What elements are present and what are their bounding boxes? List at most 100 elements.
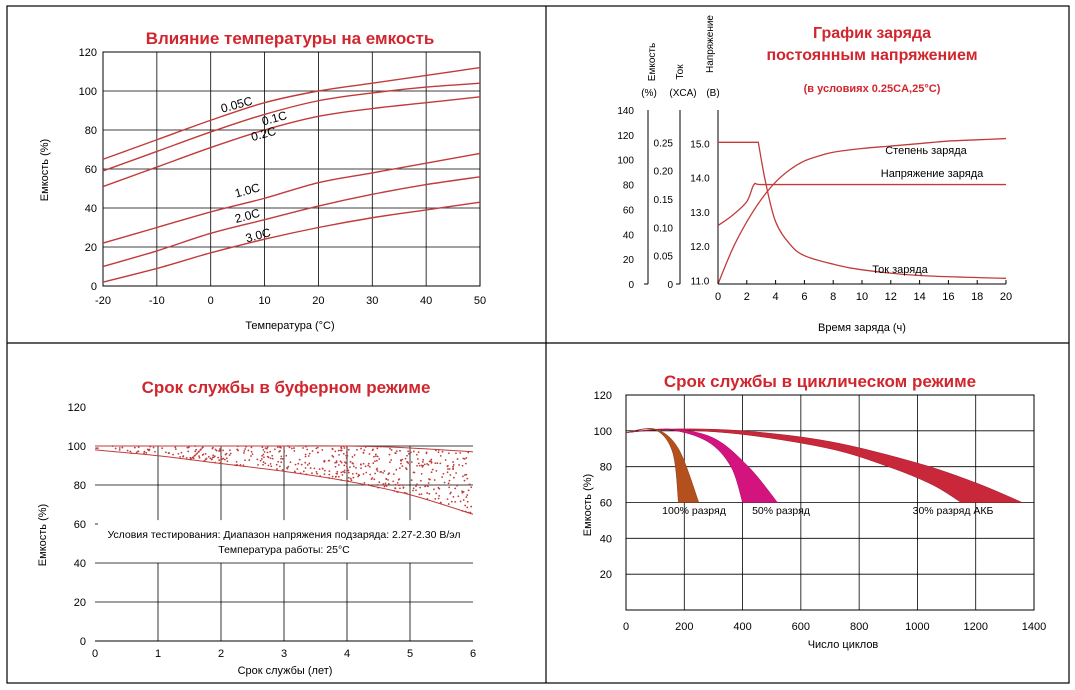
float-dot [179, 456, 181, 458]
cycle-y-tick-label: 20 [600, 569, 612, 581]
float-dot [337, 464, 340, 466]
float-dot [137, 446, 140, 449]
float-dot [383, 470, 386, 472]
float-note-line1: Условия тестирования: Диапазон напряжени… [107, 529, 460, 541]
float-dot [266, 455, 269, 458]
float-dot [377, 486, 379, 489]
float-dot [335, 461, 338, 464]
float-dot [420, 472, 423, 475]
float-dot [323, 459, 326, 462]
temp-y-tick-label: 120 [79, 47, 97, 59]
float-dot [211, 447, 214, 450]
temp-x-tick-label: -20 [95, 295, 111, 307]
cycle-x-tick-label: 600 [792, 621, 810, 633]
charge-x-tick-label: 16 [942, 291, 954, 303]
capacity-tick-label: 20 [623, 255, 635, 266]
float-x-tick-label: 4 [344, 648, 350, 660]
cycle-y-axis-label: Емкость (%) [582, 474, 594, 536]
float-x-tick-label: 2 [218, 648, 224, 660]
cycle-x-tick-label: 400 [733, 621, 751, 633]
voltage-axis-unit: (В) [706, 88, 719, 99]
float-dot [192, 457, 195, 460]
float-dot [351, 456, 354, 458]
float-dot [406, 454, 408, 457]
float-dot [407, 450, 410, 453]
float-dot [287, 445, 289, 447]
float-dot [222, 449, 224, 452]
float-dot [305, 473, 308, 476]
float-dot [364, 446, 367, 448]
float-y-tick-label: 100 [68, 441, 86, 453]
float-dot [428, 492, 431, 495]
cycle-band-50pct [625, 428, 779, 503]
float-dot [367, 483, 370, 486]
float-dot [251, 453, 254, 456]
float-dot [416, 464, 418, 467]
float-dot [335, 475, 337, 478]
cycle-band-30pct [625, 428, 1023, 503]
float-dot [143, 452, 145, 455]
float-dot [398, 467, 401, 470]
float-dot [133, 446, 136, 449]
float-dot [146, 448, 149, 451]
float-dot [293, 450, 296, 452]
float-dot [304, 467, 307, 469]
float-dot [177, 453, 180, 455]
float-dot [470, 486, 473, 489]
float-dot [352, 465, 355, 468]
temp-x-tick-label: 10 [258, 295, 270, 307]
float-dot [340, 449, 343, 452]
float-dot [405, 467, 407, 469]
float-dot [466, 500, 469, 503]
cycle-x-tick-label: 1200 [963, 621, 987, 633]
voltage-tick-label: 14.0 [690, 174, 710, 185]
float-dot [425, 451, 428, 454]
float-dot [412, 450, 415, 453]
float-dot [242, 464, 245, 467]
float-dot [388, 472, 390, 475]
float-dot [262, 453, 265, 456]
float-dot [408, 463, 411, 466]
float-dot [342, 445, 345, 448]
float-dot [376, 455, 379, 458]
float-dot [448, 479, 451, 482]
voltage-tick-label: 12.0 [690, 242, 710, 253]
float-dot [236, 448, 239, 451]
float-dot [405, 492, 408, 495]
float-dot [459, 500, 462, 503]
temperature-chart: Влияние температуры на емкость 0.05C 0.1C… [39, 29, 486, 332]
float-dot [319, 475, 322, 477]
float-dot [374, 453, 377, 456]
float-dot [289, 461, 292, 464]
float-dot [434, 462, 437, 465]
float-dot [363, 449, 366, 452]
float-dot [111, 445, 114, 448]
float-dot [362, 451, 365, 454]
cycle-y-ticks: 20 40 60 80 100 120 [594, 390, 612, 581]
float-dot [209, 457, 212, 460]
temp-y-axis-label: Емкость (%) [39, 139, 51, 201]
float-x-tick-label: 5 [407, 648, 413, 660]
temp-series-label: 2.0C [233, 206, 261, 226]
float-dot [384, 482, 387, 485]
float-note-line2: Температура работы: 25°C [218, 544, 350, 556]
float-dot [378, 481, 381, 484]
float-dot [347, 471, 350, 474]
temp-x-tick-label: 40 [420, 295, 432, 307]
float-dot [239, 464, 242, 466]
float-dot [413, 471, 416, 474]
float-dot [196, 452, 199, 455]
float-dot [427, 463, 430, 466]
charge-x-tick-label: 12 [885, 291, 897, 303]
float-y-tick-label: 20 [74, 597, 86, 609]
current-axis-label: Ток [675, 64, 686, 80]
temp-series-line [102, 66, 481, 160]
float-dot [360, 467, 362, 470]
float-dot [95, 447, 98, 450]
float-dot [462, 499, 465, 501]
float-dot [456, 458, 459, 460]
temp-series-line [102, 82, 481, 172]
float-dot [340, 479, 343, 481]
float-dot [137, 450, 140, 453]
cycle-x-tick-label: 1400 [1022, 621, 1046, 633]
